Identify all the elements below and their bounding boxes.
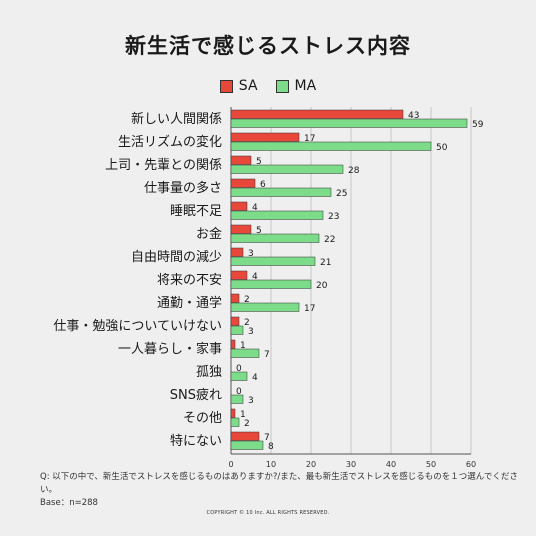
x-tick-label: 60 [466, 460, 476, 469]
data-label-sa: 7 [264, 433, 270, 443]
data-label-sa: 1 [240, 410, 246, 420]
data-label-ma: 4 [252, 373, 258, 383]
data-label-sa: 5 [256, 226, 262, 236]
category-label: その他 [183, 411, 222, 426]
bar-ma [230, 187, 332, 197]
legend-label-sa: SA [238, 78, 258, 94]
legend: SA MA [0, 78, 536, 94]
category-label: SNS疲れ [170, 387, 222, 403]
bar-ma [230, 348, 260, 358]
data-label-sa: 1 [240, 341, 246, 351]
x-tick-label: 30 [346, 460, 356, 469]
data-label-sa: 6 [260, 180, 266, 190]
x-tick-label: 10 [266, 460, 276, 469]
x-tick-label: 40 [386, 460, 396, 469]
copyright: COPYRIGHT © 10 Inc. ALL RIGHTS RESERVED. [206, 510, 330, 516]
data-label-sa: 0 [236, 387, 242, 397]
x-tick-label: 20 [306, 460, 316, 469]
bar-ma [230, 141, 432, 151]
data-label-sa: 2 [244, 318, 250, 328]
bar-ma [230, 256, 316, 266]
legend-swatch-sa [219, 79, 233, 93]
data-label-ma: 3 [248, 327, 254, 337]
x-tick-label: 50 [426, 460, 436, 469]
bar-sa [230, 178, 256, 188]
bar-sa [230, 109, 404, 119]
data-label-sa: 4 [252, 272, 258, 282]
data-label-ma: 17 [304, 304, 315, 314]
bar-sa [230, 293, 240, 303]
data-label-ma: 2 [244, 419, 250, 429]
data-label-ma: 25 [336, 189, 347, 199]
category-label: 仕事量の多さ [144, 180, 222, 196]
data-label-ma: 23 [328, 212, 339, 222]
bar-sa [230, 270, 248, 280]
bar-ma [230, 233, 320, 243]
bar-ma [230, 394, 244, 404]
chart-title: 新生活で感じるストレス内容 [125, 34, 411, 58]
category-label: 将来の不安 [157, 273, 222, 288]
bar-ma [230, 371, 248, 381]
category-label: 新しい人間関係 [131, 111, 222, 127]
bar-ma [230, 279, 312, 289]
legend-label-ma: MA [294, 78, 317, 94]
bar-sa [230, 247, 244, 257]
bar-sa [230, 224, 252, 234]
data-label-ma: 21 [320, 258, 331, 268]
bar-ma [230, 118, 468, 128]
bar-sa [230, 339, 236, 349]
category-label: 生活リズムの変化 [118, 134, 222, 150]
bar-ma [230, 164, 344, 174]
footnote: Q: 以下の中で、新生活でストレスを感じるものはありますか?/また、最も新生活で… [40, 471, 520, 510]
bar-ma [230, 302, 300, 312]
data-label-sa: 4 [252, 203, 258, 213]
bar-sa [230, 316, 240, 326]
data-label-sa: 2 [244, 295, 250, 305]
bar-sa [230, 431, 260, 441]
bar-sa [230, 155, 252, 165]
bar-ma [230, 417, 240, 427]
bar-sa [230, 408, 236, 418]
data-label-sa: 0 [236, 364, 242, 374]
category-label: 上司・先輩との関係 [105, 158, 222, 173]
category-label: 一人暮らし・家事 [118, 341, 222, 357]
footnote-question: Q: 以下の中で、新生活でストレスを感じるものはありますか?/また、最も新生活で… [40, 472, 518, 495]
category-label: 仕事・勉強についていけない [53, 319, 222, 334]
legend-swatch-ma [275, 79, 289, 93]
data-label-ma: 7 [264, 350, 270, 360]
data-label-ma: 22 [324, 235, 335, 245]
data-label-sa: 17 [304, 134, 315, 144]
category-label: 自由時間の減少 [131, 249, 222, 265]
x-tick-label: 0 [228, 460, 233, 469]
footnote-base: Base：n=288 [40, 498, 98, 508]
data-label-ma: 8 [268, 442, 274, 452]
data-label-ma: 20 [316, 281, 328, 291]
data-label-ma: 59 [472, 120, 484, 130]
data-label-sa: 3 [248, 249, 254, 259]
category-label: 睡眠不足 [170, 204, 222, 219]
category-label: 特にない [170, 434, 222, 449]
bar-sa [230, 132, 300, 142]
data-label-ma: 3 [248, 396, 254, 406]
category-label: お金 [196, 226, 222, 242]
bar-ma [230, 210, 324, 220]
bar-ma [230, 325, 244, 335]
bar-ma [230, 440, 264, 450]
legend-item-ma: MA [275, 78, 317, 94]
bar-sa [230, 201, 248, 211]
category-label: 通勤・通学 [157, 295, 222, 311]
legend-item-sa: SA [219, 78, 258, 94]
data-label-sa: 43 [408, 111, 419, 121]
data-label-ma: 28 [348, 166, 360, 176]
data-label-ma: 50 [436, 143, 448, 153]
category-label: 孤独 [196, 365, 222, 380]
data-label-sa: 5 [256, 157, 262, 167]
